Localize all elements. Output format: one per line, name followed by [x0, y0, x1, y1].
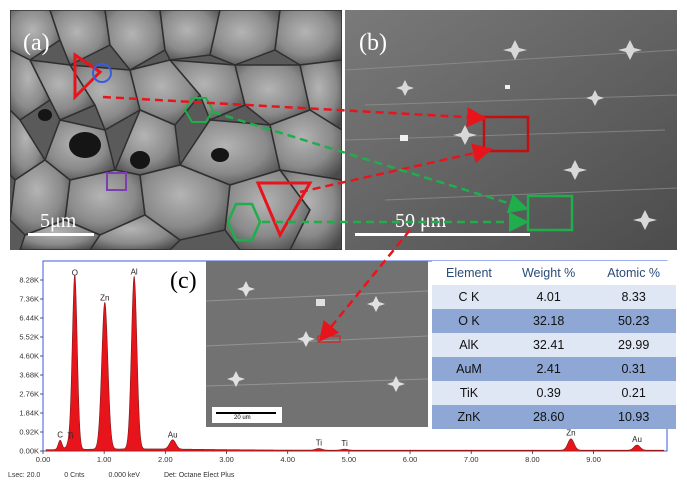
panel-b-scalebar-label: 50 μm	[395, 210, 447, 232]
sem-panel-a: (a) 5μm	[10, 10, 342, 250]
footer-det: Det: Octane Elect Plus	[163, 472, 235, 479]
eds-header-weight: Weight %	[505, 261, 592, 285]
weight-cell: 2.41	[505, 357, 592, 381]
table-row: ZnK 28.60 10.93	[432, 405, 676, 429]
atomic-cell: 50.23	[591, 309, 676, 333]
atomic-cell: 29.99	[591, 333, 676, 357]
table-row: AuM 2.41 0.31	[432, 357, 676, 381]
inset-scalebar-label: 20 um	[234, 415, 251, 421]
eds-table-header-row: Element Weight % Atomic %	[432, 261, 676, 285]
x-tick-label: 4.00	[280, 455, 295, 464]
peak-label: Au	[168, 431, 178, 440]
peak-label: Ti	[67, 432, 74, 441]
atomic-cell: 0.31	[591, 357, 676, 381]
element-cell: ZnK	[432, 405, 506, 429]
element-cell: C K	[432, 285, 506, 309]
eds-header-element: Element	[432, 261, 506, 285]
x-tick-label: 6.00	[403, 455, 418, 464]
y-tick-label: 2.76K	[19, 390, 39, 399]
weight-cell: 4.01	[505, 285, 592, 309]
peak-label: O	[72, 269, 78, 278]
x-tick-label: 8.00	[525, 455, 540, 464]
y-tick-label: 7.36K	[19, 295, 39, 304]
element-cell: AlK	[432, 333, 506, 357]
y-tick-label: 6.44K	[19, 314, 39, 323]
element-cell: AuM	[432, 357, 506, 381]
footer-lsec: Lsec: 20.0	[8, 472, 41, 479]
peak-label: Au	[632, 435, 642, 444]
peak-label: Ti	[316, 438, 323, 447]
table-row: TiK 0.39 0.21	[432, 381, 676, 405]
footer-kev: 0.000 keV	[108, 472, 140, 479]
weight-cell: 0.39	[505, 381, 592, 405]
inset-scalebar-bg	[212, 407, 282, 423]
x-tick-label: 7.00	[464, 455, 479, 464]
table-row: C K 4.01 8.33	[432, 285, 676, 309]
peak-label: Al	[131, 268, 138, 277]
weight-cell: 28.60	[505, 405, 592, 429]
panel-b-scalebar-line	[355, 233, 530, 236]
spectrum-area	[45, 274, 665, 452]
x-tick-label: 9.00	[586, 455, 601, 464]
y-tick-label: 1.84K	[19, 409, 39, 418]
y-tick-label: 0.92K	[19, 428, 39, 437]
peak-label: Zn	[100, 293, 109, 302]
peak-label: C	[57, 431, 63, 440]
panel-a-scalebar-label: 5μm	[40, 210, 77, 232]
y-tick-label: 3.68K	[19, 371, 39, 380]
eds-status-footer: Lsec: 20.0 0 Cnts 0.000 keV Det: Octane …	[8, 472, 256, 479]
atomic-cell: 10.93	[591, 405, 676, 429]
table-row: O K 32.18 50.23	[432, 309, 676, 333]
eds-inset-image: 20 um	[206, 261, 428, 427]
y-tick-label: 5.52K	[19, 333, 39, 342]
footer-cnts: 0 Cnts	[64, 472, 85, 479]
peak-label: Zn	[566, 429, 575, 438]
atomic-cell: 0.21	[591, 381, 676, 405]
weight-cell: 32.18	[505, 309, 592, 333]
peak-label: Ti	[341, 439, 348, 448]
panel-b-label: (b)	[359, 30, 387, 56]
eds-composition-table: Element Weight % Atomic % C K 4.01 8.33 …	[432, 261, 676, 429]
y-tick-label: 4.60K	[19, 352, 39, 361]
y-tick-label: 0.00K	[19, 447, 39, 456]
x-tick-label: 5.00	[342, 455, 357, 464]
panel-a-scalebar-line	[28, 233, 94, 236]
table-row: AlK 32.41 29.99	[432, 333, 676, 357]
x-tick-label: 0.00	[36, 455, 51, 464]
panel-a-label: (a)	[23, 30, 50, 56]
sem-panel-b: (b) 50 μm	[345, 10, 677, 250]
x-tick-label: 2.00	[158, 455, 173, 464]
weight-cell: 32.41	[505, 333, 592, 357]
eds-inset-sem	[206, 261, 428, 427]
y-tick-label: 8.28K	[19, 276, 39, 285]
x-tick-label: 3.00	[219, 455, 234, 464]
eds-header-atomic: Atomic %	[591, 261, 676, 285]
panel-c-label: (c)	[170, 268, 197, 294]
element-cell: TiK	[432, 381, 506, 405]
x-tick-label: 1.00	[97, 455, 112, 464]
element-cell: O K	[432, 309, 506, 333]
atomic-cell: 8.33	[591, 285, 676, 309]
